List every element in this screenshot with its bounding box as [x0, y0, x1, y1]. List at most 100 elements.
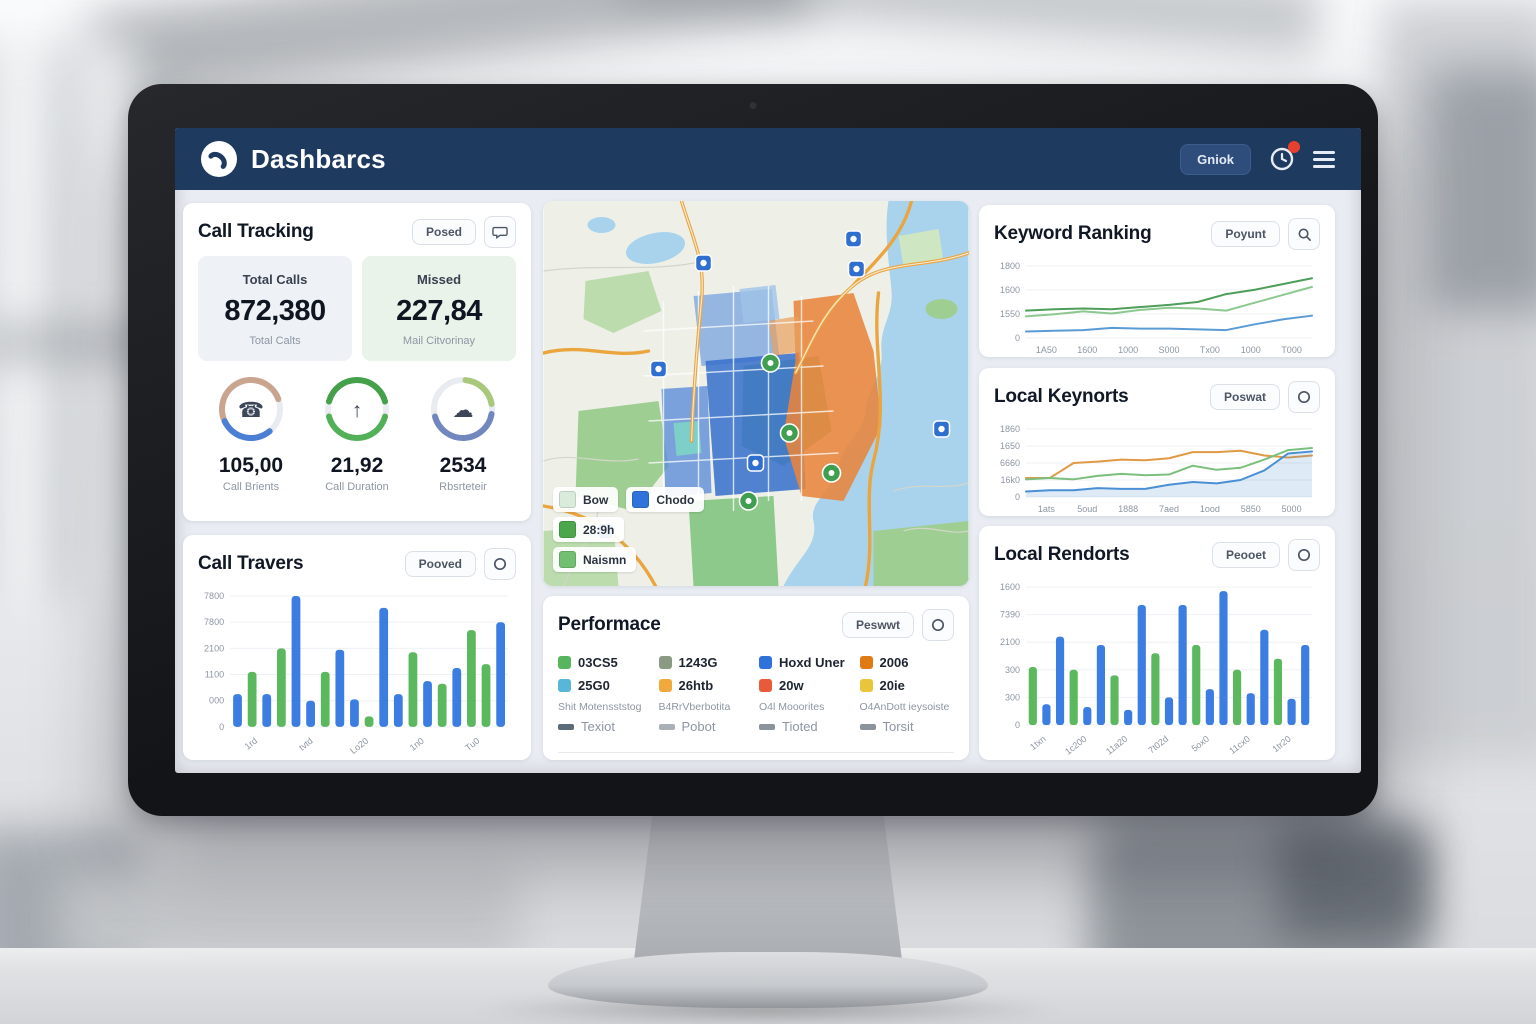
- svg-text:Tu0: Tu0: [463, 736, 481, 753]
- legend-swatch-icon: [658, 679, 672, 692]
- legend-sublabel: O4AnDott ieysoiste: [859, 701, 950, 713]
- legend-swatch-icon: [859, 656, 873, 669]
- stat-card: Total Calls 872,380 Total Calts: [198, 256, 352, 361]
- divider: [558, 752, 954, 753]
- legend-label: Chodo: [656, 492, 695, 507]
- svg-text:tvtd: tvtd: [297, 736, 315, 753]
- monitor: Dashbarcs Gniok Call Tracki: [128, 84, 1378, 816]
- svg-text:1ats: 1ats: [1038, 504, 1056, 514]
- local-rendorts-panel: Local Rendorts Peooet 1600 7390 2100 300 300…: [979, 526, 1335, 760]
- circle-icon[interactable]: [1288, 381, 1320, 413]
- svg-text:1100: 1100: [205, 670, 224, 680]
- svg-text:1800: 1800: [1000, 261, 1020, 271]
- legend-swatch-icon: [658, 723, 675, 730]
- svg-text:1650: 1650: [1000, 441, 1020, 451]
- clock-icon[interactable]: [1269, 141, 1300, 172]
- performance-column: 1243G 26htb B4RrVberbotita Pobot: [658, 655, 754, 742]
- map-legend-chip[interactable]: Bow: [553, 487, 619, 512]
- legend-label: 2006: [879, 655, 909, 670]
- legend-label: Pobot: [681, 719, 716, 734]
- circle-icon[interactable]: [1288, 539, 1320, 571]
- svg-text:2100: 2100: [1000, 637, 1020, 647]
- monitor-stand-base: [548, 952, 988, 1008]
- cloud-icon: ☁: [453, 399, 474, 422]
- stat-sub: Total Calts: [249, 335, 301, 347]
- map[interactable]: Bow Chodo 28:9h Naismn: [543, 201, 969, 586]
- webcam-dot: [749, 102, 757, 109]
- svg-text:T000: T000: [1281, 345, 1302, 355]
- svg-text:1600: 1600: [1077, 345, 1097, 355]
- legend-label: 28:9h: [583, 522, 615, 537]
- call-tracking-stats: Total Calls 872,380 Total Calts Missed 227,8…: [198, 256, 516, 361]
- svg-text:1550: 1550: [1000, 309, 1020, 319]
- performance-panel: Performace Peswwt 03CS5 25G0 Shit Motensst…: [543, 596, 969, 760]
- svg-text:000: 000: [209, 696, 224, 706]
- legend-swatch-icon: [559, 521, 576, 538]
- legend-label: 26htb: [678, 678, 714, 693]
- legend-swatch-icon: [632, 491, 650, 508]
- phone-icon: ☎: [238, 399, 264, 422]
- performance-column: 2006 20ie O4AnDott ieysoiste Torsit: [859, 655, 955, 742]
- legend-label: Tioted: [782, 719, 818, 734]
- svg-text:1000: 1000: [1118, 345, 1138, 355]
- header-action-button[interactable]: Gniok: [1180, 143, 1251, 175]
- menu-icon[interactable]: [1313, 150, 1335, 168]
- legend-label: 20w: [779, 678, 804, 693]
- svg-text:16k0: 16k0: [1000, 475, 1020, 485]
- svg-text:2100: 2100: [204, 643, 224, 653]
- svg-text:5ox0: 5ox0: [1190, 734, 1212, 754]
- svg-text:1rd: 1rd: [243, 736, 259, 752]
- svg-text:7800: 7800: [204, 591, 224, 601]
- circle-icon[interactable]: [484, 548, 516, 580]
- svg-text:0: 0: [1015, 333, 1020, 343]
- legend-label: 1243G: [678, 655, 718, 670]
- chat-icon[interactable]: [484, 216, 516, 248]
- svg-text:Lo20: Lo20: [348, 736, 370, 756]
- stat-label: Total Calls: [242, 272, 308, 287]
- map-legend-chip[interactable]: Naismn: [553, 547, 637, 572]
- notification-badge: [1288, 141, 1300, 153]
- gauge-value: 21,92: [330, 454, 384, 477]
- call-tracking-button[interactable]: Posed: [411, 219, 476, 245]
- dashboard-screen: Dashbarcs Gniok Call Tracki: [175, 128, 1361, 773]
- svg-text:5000: 5000: [1282, 504, 1302, 514]
- call-travers-button[interactable]: Pooved: [404, 551, 476, 577]
- svg-text:11a20: 11a20: [1104, 734, 1129, 755]
- gauge-value: 2534: [439, 454, 487, 477]
- performance-button[interactable]: Peswwt: [841, 612, 914, 638]
- map-legend-chip[interactable]: Chodo: [626, 487, 705, 512]
- stat-label: Missed: [416, 272, 462, 287]
- legend-swatch-icon: [559, 491, 576, 508]
- furniture: [1430, 70, 1536, 310]
- map-legend-chip[interactable]: 28:9h: [553, 517, 625, 542]
- svg-text:0: 0: [219, 722, 224, 732]
- panel-title: Performace: [558, 614, 661, 635]
- local-keywords-button[interactable]: Poswat: [1209, 384, 1280, 410]
- legend-label: Naismn: [583, 552, 627, 567]
- svg-text:6660: 6660: [1000, 458, 1020, 468]
- call-tracking-gauges: ☎ 105,00 Call Brients ↑ 21,92 Call Duration ☁ 2…: [198, 371, 516, 493]
- gauge: ☎ 105,00 Call Brients: [198, 371, 304, 493]
- svg-text:7800: 7800: [204, 617, 224, 627]
- keyword-ranking-button[interactable]: Poyunt: [1211, 221, 1280, 247]
- legend-swatch-icon: [658, 656, 672, 669]
- map-legend: Bow Chodo 28:9h Naismn: [553, 487, 705, 572]
- stat-card: Missed 227,84 Mail Citvorinay: [362, 256, 516, 361]
- svg-text:1600: 1600: [1000, 285, 1020, 295]
- legend-label: Texiot: [581, 719, 615, 734]
- call-tracking-panel: Call Tracking Posed Total Calls 872,380 To…: [183, 203, 531, 521]
- svg-text:300: 300: [1005, 665, 1020, 675]
- dashboard-body: Call Tracking Posed Total Calls 872,380 To…: [175, 190, 1361, 773]
- svg-text:5850: 5850: [1241, 504, 1261, 514]
- local-rendorts-button[interactable]: Peooet: [1211, 542, 1280, 568]
- circle-icon[interactable]: [922, 609, 954, 641]
- svg-text:1860: 1860: [1000, 424, 1020, 434]
- legend-label: Hoxd Uner: [779, 655, 845, 670]
- legend-swatch-icon: [759, 679, 772, 692]
- panel-title: Keyword Ranking: [994, 223, 1152, 244]
- stat-sub: Mail Citvorinay: [402, 335, 476, 347]
- keyword-ranking-chart: 1800 1600 1550 0 1A50 1600 1000 S000 Tx00 1000 T00…: [994, 258, 1320, 363]
- search-icon[interactable]: [1288, 218, 1320, 250]
- panel-title: Local Rendorts: [994, 544, 1130, 565]
- svg-text:0: 0: [1015, 720, 1020, 730]
